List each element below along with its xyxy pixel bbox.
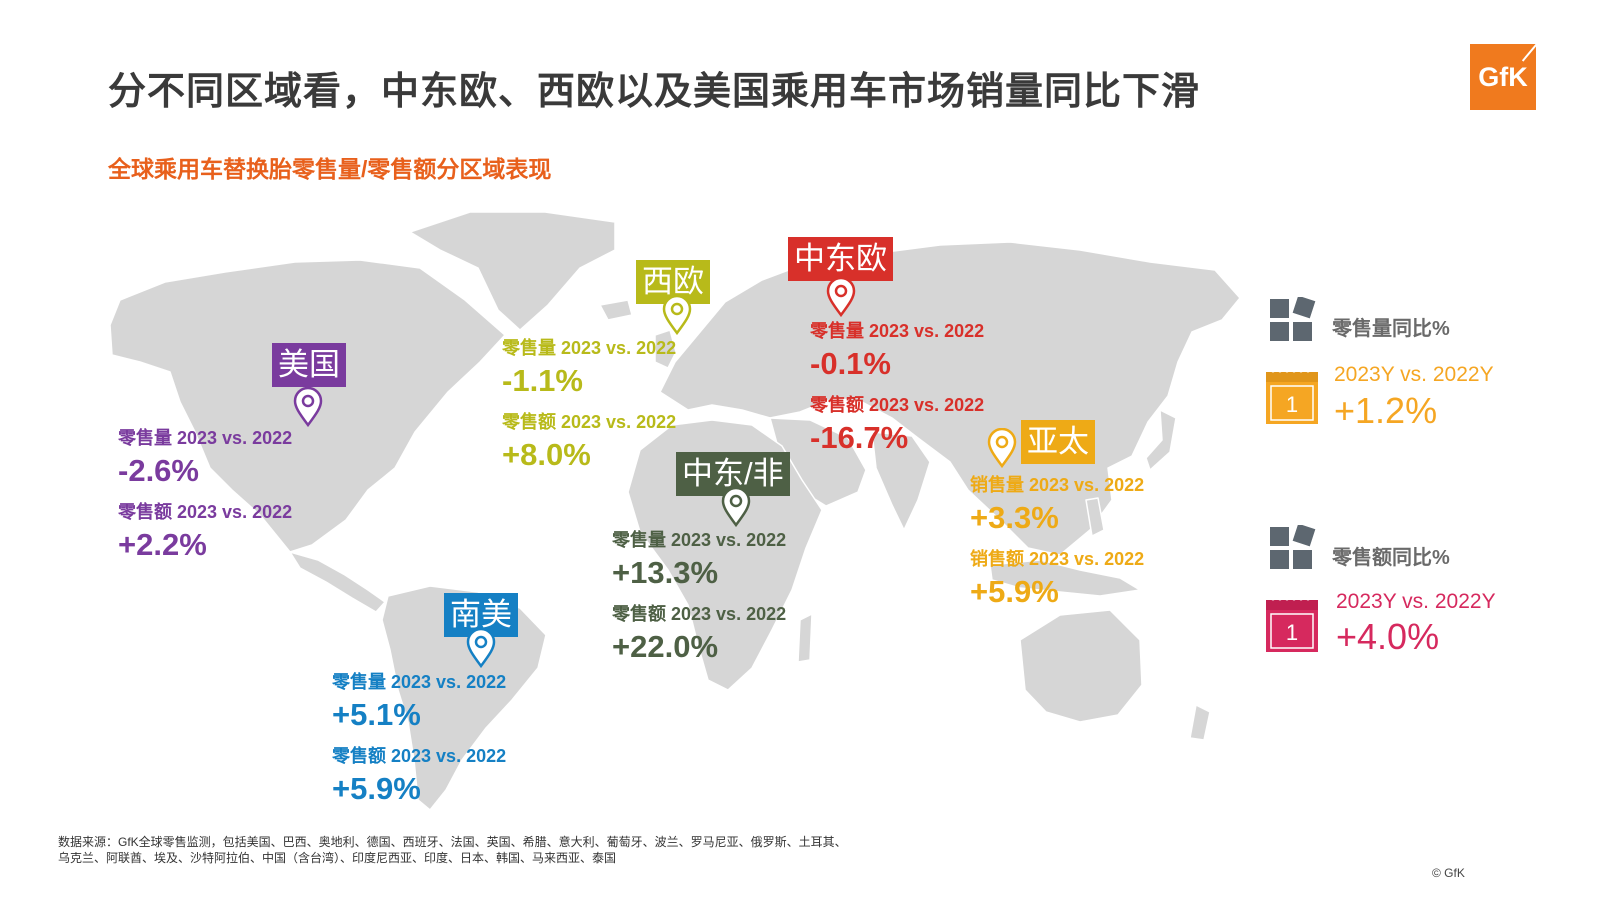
usa-stats: 零售量 2023 vs. 2022 -2.6% 零售额 2023 vs. 202…: [118, 427, 292, 575]
location-pin-icon: [987, 428, 1017, 468]
south-america-stats: 零售量 2023 vs. 2022 +5.1% 零售额 2023 vs. 202…: [332, 671, 506, 819]
central-eastern-europe-stats: 零售量 2023 vs. 2022 -0.1% 零售额 2023 vs. 202…: [810, 320, 984, 468]
asia-pacific-volume-label: 销售量 2023 vs. 2022: [970, 475, 1145, 495]
calendar-icon: [1266, 367, 1318, 424]
asia-pacific-value-value: +5.9%: [970, 574, 1059, 609]
legend-volume-value: +1.2%: [1334, 390, 1438, 431]
indonesia-shape: [989, 559, 1141, 597]
middle-east-africa-value-label: 零售额 2023 vs. 2022: [612, 604, 787, 624]
philippines-shape: [1085, 497, 1105, 537]
legend-value-title: 零售额同比%: [1332, 547, 1450, 569]
south-america-value-label: 零售额 2023 vs. 2022: [332, 746, 507, 766]
usa-volume-label: 零售量 2023 vs. 2022: [118, 428, 293, 448]
region-tag-usa: 美国: [272, 343, 346, 387]
new-zealand-shape: [1189, 704, 1211, 741]
central-eastern-europe-volume-label: 零售量 2023 vs. 2022: [810, 321, 985, 341]
region-tag-central-eastern-europe: 中东欧: [788, 237, 893, 281]
western-europe-value-label: 零售额 2023 vs. 2022: [502, 412, 677, 432]
location-pin-icon: [466, 628, 496, 668]
shapes-icon: [1270, 297, 1316, 341]
middle-east-africa-volume-label: 零售量 2023 vs. 2022: [612, 530, 787, 550]
location-pin-icon: [826, 277, 856, 317]
western-europe-volume-label: 零售量 2023 vs. 2022: [502, 338, 677, 358]
location-pin-icon: [721, 487, 751, 527]
legend-value-calendar-day: 1: [1285, 620, 1299, 645]
legend-volume-calendar-day: 1: [1285, 392, 1299, 417]
data-source-note: 数据来源：GfK全球零售监测，包括美国、巴西、奥地利、德国、西班牙、法国、英国、…: [58, 835, 847, 865]
usa-value-value: +2.2%: [118, 527, 207, 562]
calendar-icon: [1266, 595, 1318, 652]
australia-shape: [1019, 609, 1143, 723]
usa-volume-value: -2.6%: [118, 453, 199, 488]
middle-east-africa-value-value: +22.0%: [612, 629, 719, 664]
south-america-value-value: +5.9%: [332, 771, 421, 806]
iceland-shape: [599, 299, 633, 321]
page-title: 分不同区域看，中东欧、西欧以及美国乘用车市场销量同比下滑: [108, 71, 1201, 113]
western-europe-stats: 零售量 2023 vs. 2022 -1.1% 零售额 2023 vs. 202…: [502, 337, 676, 485]
central-eastern-europe-value-value: -16.7%: [810, 420, 909, 455]
region-tag-asia-pacific: 亚太: [1021, 420, 1095, 464]
region-tag-western-europe: 西欧: [636, 260, 710, 304]
legend-volume-title: 零售量同比%: [1332, 318, 1450, 340]
middle-east-africa-stats: 零售量 2023 vs. 2022 +13.3% 零售额 2023 vs. 20…: [612, 529, 786, 677]
shapes-icon: [1270, 525, 1316, 569]
western-europe-volume-value: -1.1%: [502, 363, 583, 398]
asia-pacific-stats: 销售量 2023 vs. 2022 +3.3% 销售额 2023 vs. 202…: [970, 474, 1144, 622]
central-eastern-europe-volume-value: -0.1%: [810, 346, 891, 381]
madagascar-shape: [797, 613, 813, 663]
south-america-volume-value: +5.1%: [332, 697, 421, 732]
british-isles-shape: [654, 329, 677, 369]
central-america-shape: [289, 551, 386, 613]
central-eastern-europe-value-label: 零售额 2023 vs. 2022: [810, 395, 985, 415]
page-subtitle: 全球乘用车替换胎零售量/零售额分区域表现: [108, 156, 552, 182]
south-america-volume-label: 零售量 2023 vs. 2022: [332, 672, 507, 692]
logo-text: GfK: [1478, 61, 1528, 92]
western-europe-value-value: +8.0%: [502, 437, 591, 472]
location-pin-icon: [662, 295, 692, 335]
legend-volume-period: 2023Y vs. 2022Y: [1334, 363, 1494, 386]
middle-east-africa-volume-value: +13.3%: [612, 555, 719, 590]
location-pin-icon: [293, 387, 323, 427]
greenland-shape: [409, 211, 616, 331]
japan-shape: [1145, 409, 1177, 471]
asia-pacific-value-label: 销售额 2023 vs. 2022: [970, 549, 1145, 569]
legend-value-period: 2023Y vs. 2022Y: [1336, 590, 1496, 613]
copyright-text: © GfK: [1432, 866, 1465, 880]
gfk-logo: GfK: [1470, 40, 1541, 110]
asia-pacific-volume-value: +3.3%: [970, 500, 1059, 535]
usa-value-label: 零售额 2023 vs. 2022: [118, 502, 293, 522]
india-shape: [871, 431, 931, 531]
legend-value-value: +4.0%: [1336, 616, 1440, 657]
